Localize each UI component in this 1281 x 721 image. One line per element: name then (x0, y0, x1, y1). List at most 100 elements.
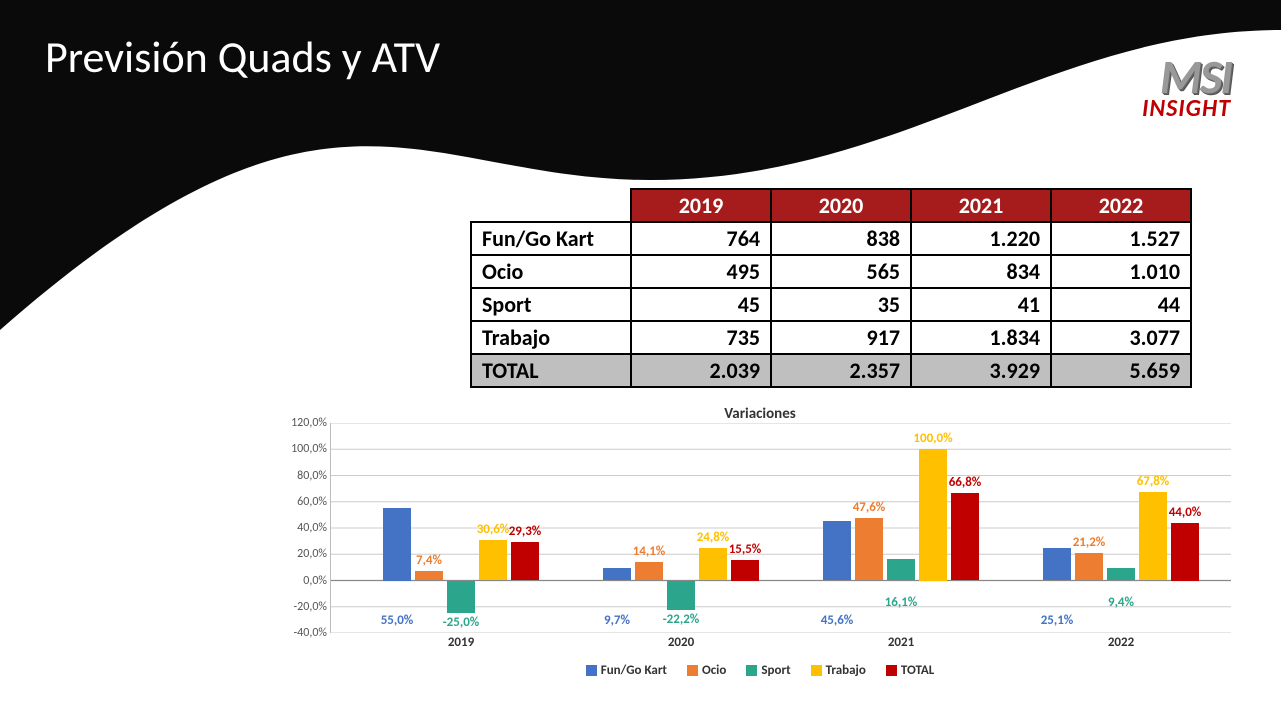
chart-legend: Fun/Go Kart Ocio Sport Trabajo TOTAL (280, 663, 1240, 678)
cell-value: 45 (631, 288, 771, 321)
bar-value-label: -22,2% (651, 612, 711, 627)
y-axis: -40,0%-20,0%0,0%20,0%40,0%60,0%80,0%100,… (279, 423, 327, 633)
y-tick-label: 40,0% (297, 521, 327, 535)
col-2021: 2021 (911, 189, 1051, 222)
bar-value-label: 7,4% (399, 553, 459, 568)
bar-value-label: 9,4% (1091, 595, 1151, 610)
bar (383, 508, 411, 580)
bar-group: 45,6%47,6%16,1%100,0%66,8%2021 (801, 423, 1001, 633)
bar-value-label: 100,0% (903, 431, 963, 446)
table-blank-header (471, 189, 631, 222)
col-2020: 2020 (771, 189, 911, 222)
bar (887, 559, 915, 580)
logo: MSI INSIGHT (1142, 55, 1231, 123)
bar-group: 55,0%7,4%-25,0%30,6%29,3%2019 (361, 423, 561, 633)
legend-label: Sport (761, 663, 790, 678)
cell-value: 3.929 (911, 354, 1051, 387)
x-category-label: 2021 (801, 635, 1001, 650)
bar (479, 540, 507, 580)
bar-value-label: 21,2% (1059, 535, 1119, 550)
bar-value-label: 47,6% (839, 500, 899, 515)
chart-bars-layer: 55,0%7,4%-25,0%30,6%29,3%20199,7%14,1%-2… (331, 423, 1230, 633)
bar-value-label: 29,3% (495, 524, 555, 539)
y-tick-label: 100,0% (291, 442, 327, 456)
logo-line1: MSI (1142, 55, 1231, 98)
y-tick-label: 20,0% (297, 547, 327, 561)
legend-swatch (746, 665, 757, 676)
legend-item: Fun/Go Kart (586, 663, 667, 678)
bar-value-label: 14,1% (619, 544, 679, 559)
y-tick-label: -20,0% (294, 600, 328, 614)
bar (635, 562, 663, 581)
row-label: Ocio (471, 255, 631, 288)
chart-plot-area: -40,0%-20,0%0,0%20,0%40,0%60,0%80,0%100,… (330, 423, 1230, 633)
bar-group: 9,7%14,1%-22,2%24,8%15,5%2020 (581, 423, 781, 633)
table-row: Ocio4955658341.010 (471, 255, 1191, 288)
cell-value: 35 (771, 288, 911, 321)
row-label: TOTAL (471, 354, 631, 387)
y-tick-label: 0,0% (303, 574, 327, 588)
legend-label: TOTAL (901, 663, 934, 678)
bar-value-label: 25,1% (1027, 613, 1087, 628)
chart-title: Variaciones (280, 405, 1240, 423)
legend-swatch (687, 665, 698, 676)
bar (667, 581, 695, 610)
page-title: Previsión Quads y ATV (45, 30, 440, 84)
cell-value: 834 (911, 255, 1051, 288)
forecast-table: 2019 2020 2021 2022 Fun/Go Kart7648381.2… (470, 188, 1192, 388)
legend-label: Ocio (702, 663, 726, 678)
bar-value-label: 55,0% (367, 613, 427, 628)
row-label: Sport (471, 288, 631, 321)
legend-swatch (886, 665, 897, 676)
cell-value: 44 (1051, 288, 1191, 321)
y-tick-label: 120,0% (291, 416, 327, 430)
cell-value: 3.077 (1051, 321, 1191, 354)
cell-value: 764 (631, 222, 771, 255)
bar (415, 571, 443, 581)
legend-item: Sport (746, 663, 790, 678)
y-tick-label: -40,0% (294, 626, 328, 640)
bar-group: 25,1%21,2%9,4%67,8%44,0%2022 (1021, 423, 1221, 633)
x-category-label: 2020 (581, 635, 781, 650)
bar (1043, 548, 1071, 581)
row-label: Fun/Go Kart (471, 222, 631, 255)
cell-value: 5.659 (1051, 354, 1191, 387)
x-category-label: 2022 (1021, 635, 1221, 650)
y-tick-label: 60,0% (297, 495, 327, 509)
legend-item: TOTAL (886, 663, 934, 678)
cell-value: 1.527 (1051, 222, 1191, 255)
bar-value-label: 67,8% (1123, 474, 1183, 489)
col-2022: 2022 (1051, 189, 1191, 222)
col-2019: 2019 (631, 189, 771, 222)
cell-value: 41 (911, 288, 1051, 321)
bar-value-label: 66,8% (935, 475, 995, 490)
bar (823, 521, 851, 581)
bar (919, 449, 947, 580)
bar (603, 568, 631, 581)
bar (951, 493, 979, 581)
table-row: Fun/Go Kart7648381.2201.527 (471, 222, 1191, 255)
bar-value-label: 45,6% (807, 613, 867, 628)
row-label: Trabajo (471, 321, 631, 354)
bar (1075, 553, 1103, 581)
legend-item: Trabajo (811, 663, 866, 678)
legend-item: Ocio (687, 663, 726, 678)
variations-chart: Variaciones -40,0%-20,0%0,0%20,0%40,0%60… (280, 405, 1240, 705)
bar-value-label: 44,0% (1155, 505, 1215, 520)
cell-value: 917 (771, 321, 911, 354)
logo-line2: INSIGHT (1142, 94, 1231, 123)
cell-value: 2.357 (771, 354, 911, 387)
bar-value-label: 15,5% (715, 542, 775, 557)
cell-value: 565 (771, 255, 911, 288)
cell-value: 735 (631, 321, 771, 354)
table-total-row: TOTAL2.0392.3573.9295.659 (471, 354, 1191, 387)
legend-label: Fun/Go Kart (601, 663, 667, 678)
cell-value: 2.039 (631, 354, 771, 387)
legend-label: Trabajo (826, 663, 866, 678)
x-category-label: 2019 (361, 635, 561, 650)
cell-value: 1.834 (911, 321, 1051, 354)
bar (511, 542, 539, 580)
table-row: Sport45354144 (471, 288, 1191, 321)
cell-value: 838 (771, 222, 911, 255)
bar (1171, 523, 1199, 581)
